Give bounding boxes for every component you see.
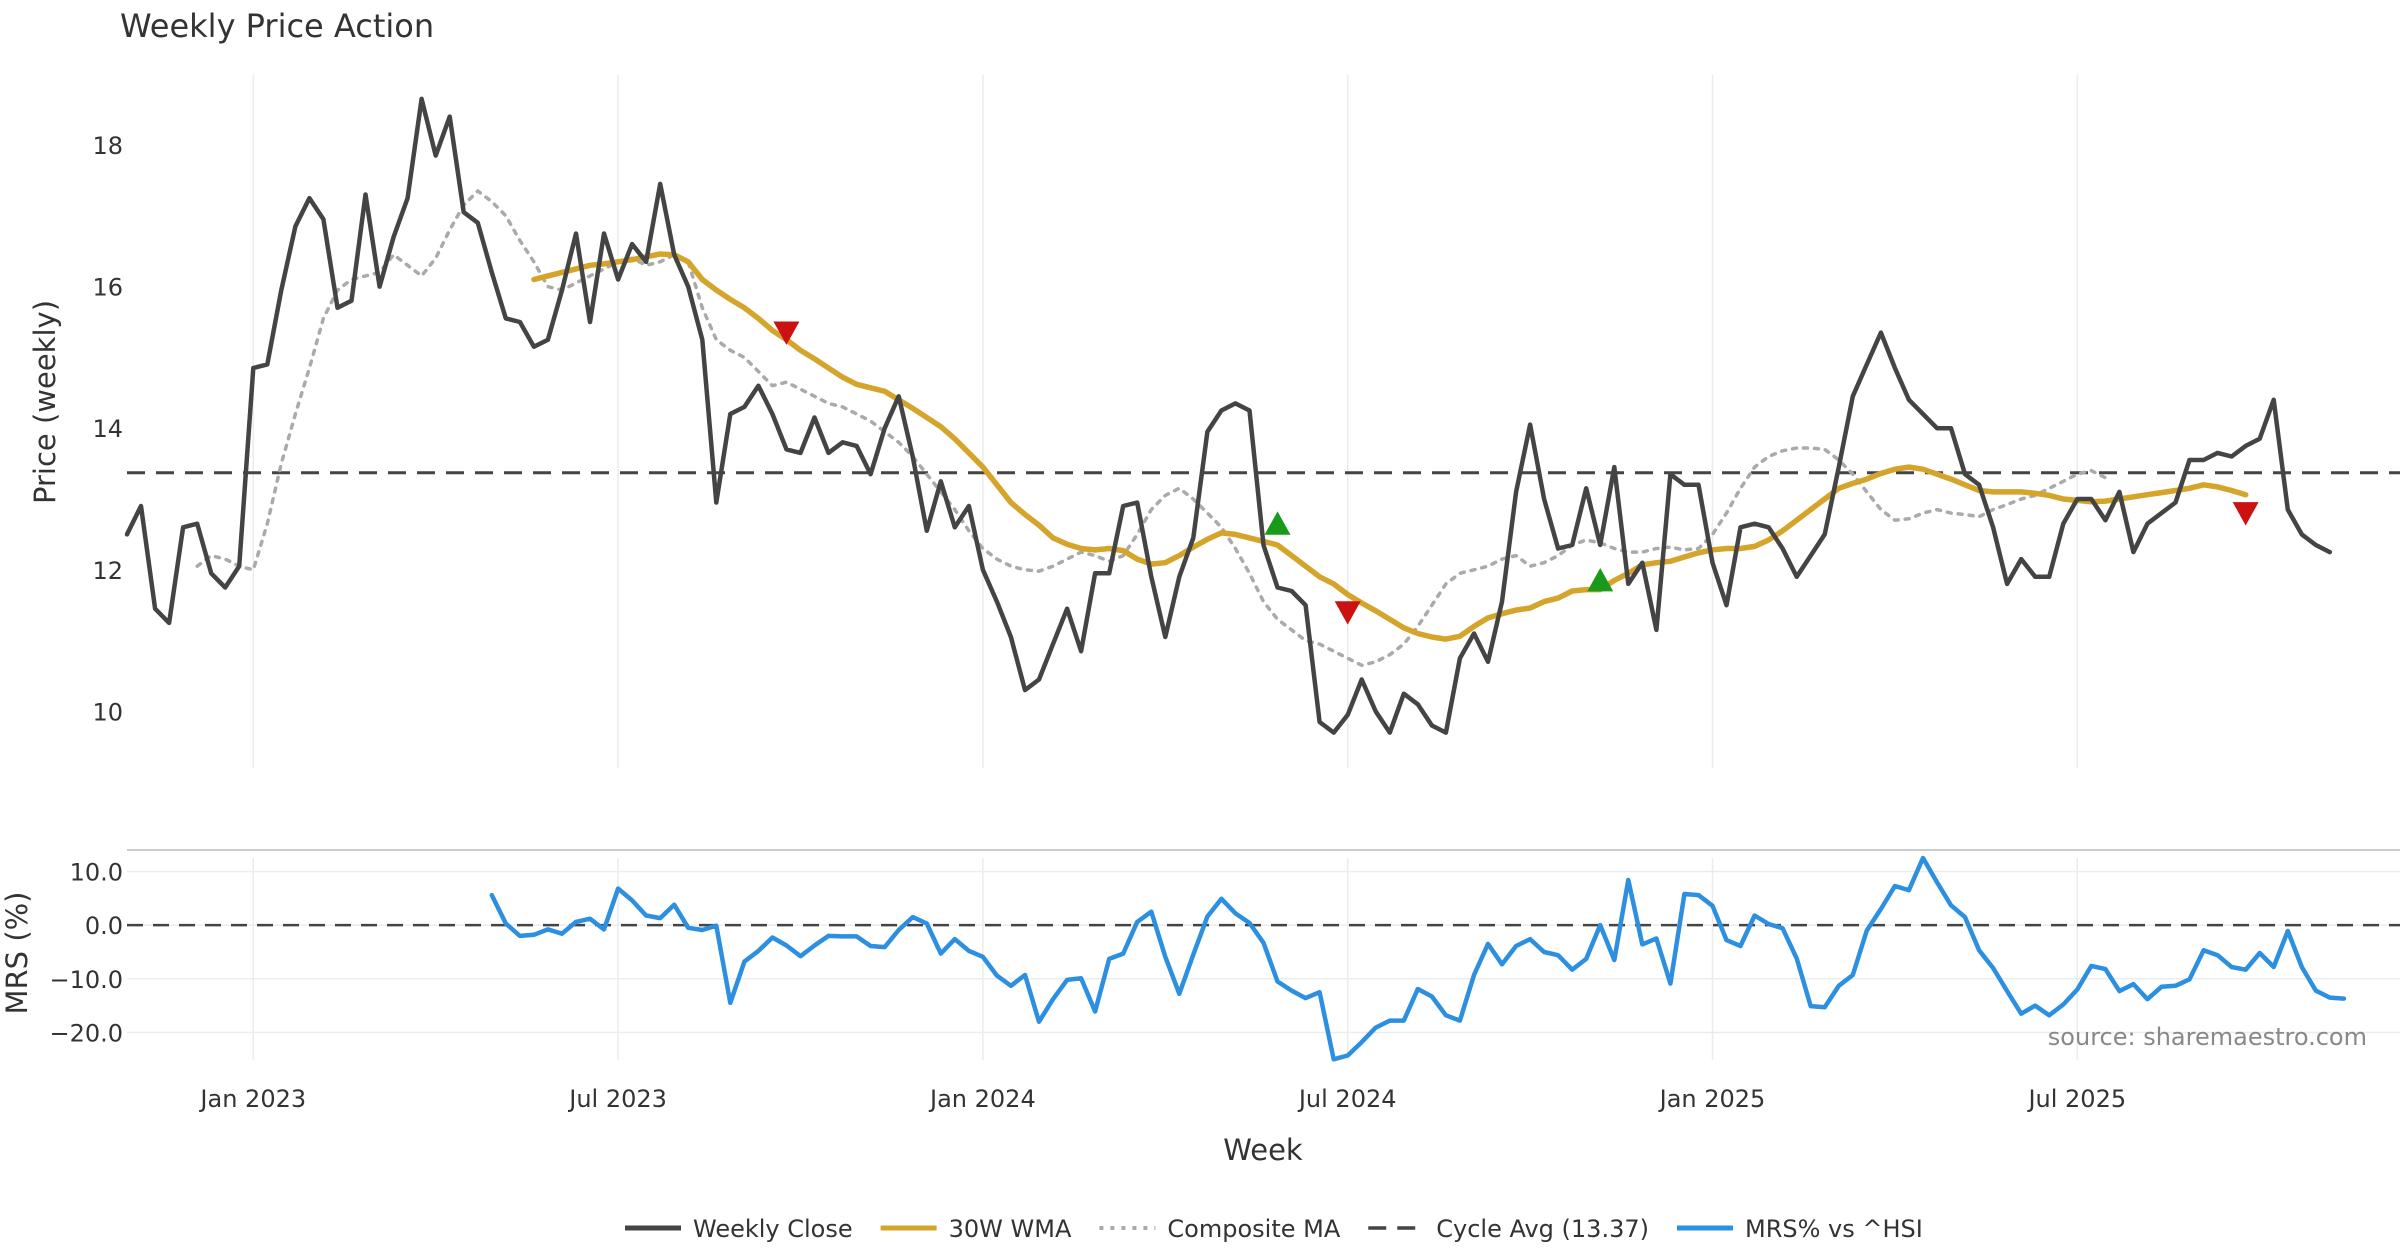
mrs-y-tick-label: 0.0 (85, 912, 123, 940)
legend-label: MRS% vs ^HSI (1745, 1215, 1923, 1243)
buy-signal-marker (1587, 568, 1614, 592)
price-y-tick-label: 12 (92, 557, 123, 585)
chart-title: Weekly Price Action (120, 7, 434, 45)
price-y-axis-label: Price (weekly) (28, 300, 62, 504)
x-tick-label: Jul 2025 (2026, 1085, 2126, 1113)
mrs-y-tick-label: 10.0 (70, 858, 123, 886)
price-y-tick-label: 14 (92, 415, 123, 443)
mrs-y-tick-label: −20.0 (49, 1019, 123, 1047)
legend-label: Composite MA (1167, 1215, 1340, 1243)
source-note: source: sharemaestro.com (2048, 1023, 2367, 1051)
grid (127, 75, 2400, 1060)
legend-label: Weekly Close (693, 1215, 853, 1243)
buy-signal-marker (1264, 511, 1291, 535)
wma-30w-line (531, 251, 2249, 642)
weekly-close-line (124, 96, 2333, 735)
x-tick-label: Jan 2023 (198, 1085, 306, 1113)
x-axis-label: Week (1223, 1133, 1303, 1167)
price-y-tick-label: 18 (92, 132, 123, 160)
legend-label: 30W WMA (949, 1215, 1072, 1243)
price-panel (124, 96, 2400, 735)
mrs-y-axis-label: MRS (%) (0, 892, 34, 1015)
sell-signal-marker (773, 321, 800, 345)
price-y-tick-label: 16 (92, 274, 123, 302)
sell-signal-marker (1334, 601, 1361, 625)
x-tick-label: Jul 2024 (1297, 1085, 1397, 1113)
x-tick-label: Jan 2025 (1658, 1085, 1766, 1113)
composite-ma-line (195, 189, 2108, 668)
mrs-y-tick-label: −10.0 (49, 966, 123, 994)
x-tick-label: Jul 2023 (567, 1085, 667, 1113)
legend-label: Cycle Avg (13.37) (1436, 1215, 1649, 1243)
mrs-panel (127, 855, 2400, 1062)
mrs-line (489, 855, 2347, 1062)
x-tick-label: Jan 2024 (928, 1085, 1036, 1113)
sell-signal-marker (2232, 502, 2259, 526)
price-y-tick-label: 10 (92, 698, 123, 726)
legend: Weekly Close 30W WMA Composite MA Cycle Avg… (625, 1215, 1923, 1243)
axes: Jan 2023 Jul 2023 Jan 2024 Jul 2024 Jan 2025… (49, 132, 2126, 1113)
